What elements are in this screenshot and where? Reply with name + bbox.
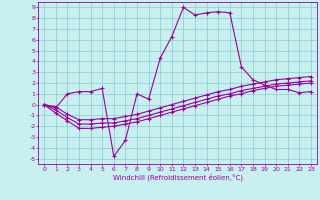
X-axis label: Windchill (Refroidissement éolien,°C): Windchill (Refroidissement éolien,°C)	[113, 173, 243, 181]
